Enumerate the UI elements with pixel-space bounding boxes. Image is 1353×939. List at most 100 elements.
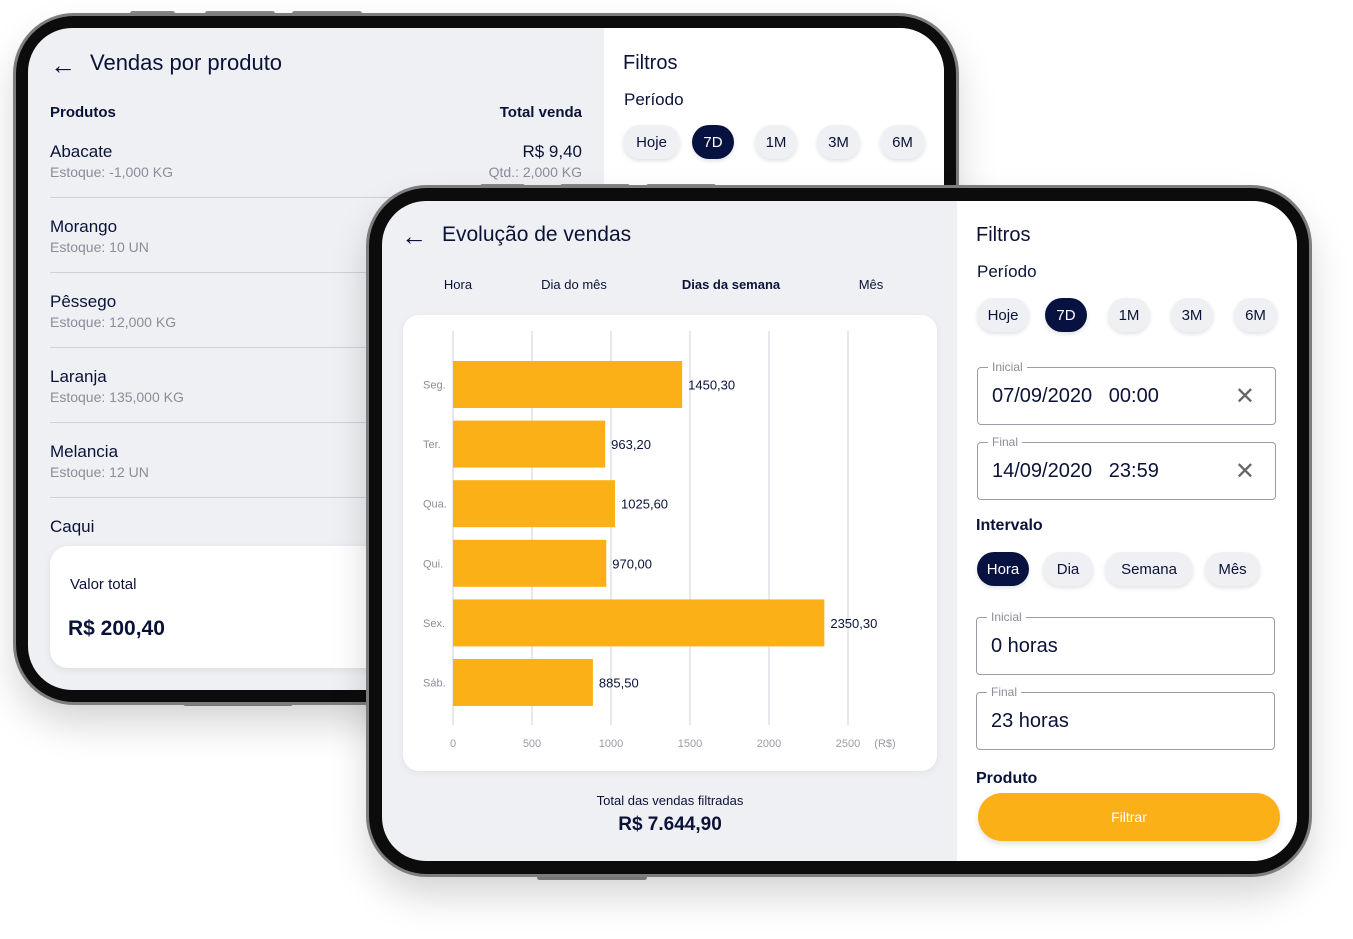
x-unit-label: (R$) xyxy=(874,738,895,750)
product-label: Produto xyxy=(976,770,1038,787)
y-tick-label: Sex. xyxy=(423,618,445,630)
period-pill-1m[interactable]: 1M xyxy=(755,125,797,159)
bar-seg xyxy=(453,361,683,408)
total-value: R$ 200,40 xyxy=(68,617,165,640)
product-name: Caqui xyxy=(50,517,95,536)
page-title: Vendas por produto xyxy=(90,50,283,75)
tab-mês[interactable]: Mês xyxy=(858,277,884,292)
product-name: Laranja xyxy=(50,367,107,386)
product-stock: Estoque: 12 UN xyxy=(50,464,149,480)
list-item[interactable]: Caqui xyxy=(50,517,582,577)
col-total: Total venda xyxy=(499,104,582,121)
list-item[interactable]: Abacate Estoque: -1,000 KG R$ 9,40 Qtd.: 2,… xyxy=(50,142,582,202)
clear-icon[interactable]: ✕ xyxy=(1234,458,1255,485)
bar-sáb xyxy=(453,659,593,706)
product-name: Morango xyxy=(50,217,118,236)
period-pill-6m[interactable]: 6M xyxy=(880,125,925,159)
period-pill-hoje[interactable]: Hoje xyxy=(977,298,1029,332)
period-pill-1m[interactable]: 1M xyxy=(1108,298,1150,332)
interval-pill-dia[interactable]: Dia xyxy=(1043,552,1093,586)
data-label: 885,50 xyxy=(599,676,639,691)
product-total: R$ 9,40 xyxy=(522,142,582,161)
period-pill-hoje[interactable]: Hoje xyxy=(623,125,680,159)
period-pill-3m[interactable]: 3M xyxy=(817,125,860,159)
divider xyxy=(50,347,582,348)
tab-dia-do-mês[interactable]: Dia do mês xyxy=(541,277,607,292)
tablet-button xyxy=(537,875,647,880)
x-tick-label: 1500 xyxy=(678,738,702,750)
period-pill-6m[interactable]: 6M xyxy=(1234,298,1277,332)
interval-end-value: 23 horas xyxy=(991,709,1069,732)
x-tick-label: 2500 xyxy=(836,738,860,750)
front-screen: ← Evolução de vendas Hora Dia do mês Dias … xyxy=(382,201,1297,861)
y-tick-label: Sáb. xyxy=(423,678,446,690)
interval-label: Intervalo xyxy=(976,517,1043,534)
tab-hora[interactable]: Hora xyxy=(443,277,473,292)
list-item[interactable]: Pêssego Estoque: 12,000 KG xyxy=(50,292,582,352)
back-arrow-icon[interactable]: ← xyxy=(50,50,76,80)
tablet-button xyxy=(130,11,175,16)
bar-sex xyxy=(453,599,825,647)
tablet-button xyxy=(560,184,630,189)
filters-title: Filtros xyxy=(623,52,678,74)
start-date-field[interactable]: Inicial 07/09/2020 00:00 ✕ xyxy=(977,360,1276,425)
data-label: 970,00 xyxy=(612,556,652,571)
period-pill-7d[interactable]: 7D xyxy=(692,125,734,159)
period-label: Período xyxy=(977,262,1037,281)
period-pill-7d[interactable]: 7D xyxy=(1045,298,1087,332)
filter-button[interactable]: Filtrar xyxy=(978,793,1280,841)
x-tick-label: 1000 xyxy=(599,738,623,750)
y-tick-label: Qua. xyxy=(423,499,447,511)
product-qty: Qtd.: 2,000 KG xyxy=(488,164,582,180)
bar-qui xyxy=(453,539,607,587)
list-item[interactable]: Melancia Estoque: 12 UN xyxy=(50,442,582,502)
x-tick-label: 2000 xyxy=(757,738,781,750)
product-name: Melancia xyxy=(50,442,119,461)
tablet-button xyxy=(183,701,293,706)
y-tick-label: Ter. xyxy=(423,439,441,451)
interval-start-value: 0 horas xyxy=(991,634,1058,657)
back-arrow-icon[interactable]: ← xyxy=(401,221,427,251)
tablet-button xyxy=(205,11,275,16)
period-label: Período xyxy=(624,90,684,109)
divider xyxy=(50,422,582,423)
interval-start-label: Inicial xyxy=(987,610,1026,624)
product-name: Abacate xyxy=(50,142,113,161)
filters-title: Filtros xyxy=(976,224,1031,246)
front-filters-panel: Filtros Período Hoje 7D 1M 3M 6M Inicial 07/… xyxy=(957,201,1297,861)
divider xyxy=(50,197,582,198)
interval-pill-hora[interactable]: Hora xyxy=(977,552,1029,586)
product-stock: Estoque: 10 UN xyxy=(50,239,149,255)
interval-pill-semana[interactable]: Semana xyxy=(1105,552,1193,586)
clear-icon[interactable]: ✕ xyxy=(1234,383,1255,410)
bar-chart: 0 500 1000 1500 2000 2500 (R$) Seg. 1450,30 Ter. 9… xyxy=(423,331,896,750)
y-tick-label: Seg. xyxy=(423,380,446,392)
bar-qua xyxy=(453,480,616,528)
period-pill-3m[interactable]: 3M xyxy=(1171,298,1213,332)
data-label: 1025,60 xyxy=(621,497,668,512)
start-date-label: Inicial xyxy=(988,360,1027,374)
divider xyxy=(50,272,582,273)
interval-end-field[interactable]: Final 23 horas xyxy=(976,685,1275,750)
front-tablet: ← Evolução de vendas Hora Dia do mês Dias … xyxy=(369,188,1309,874)
list-item[interactable]: Laranja Estoque: 135,000 KG xyxy=(50,367,582,427)
chart-card: 0 500 1000 1500 2000 2500 (R$) Seg. 1450,30 Ter. 9… xyxy=(403,315,937,771)
bar-ter xyxy=(453,420,606,468)
interval-start-field[interactable]: Inicial 0 horas xyxy=(976,610,1275,675)
divider xyxy=(50,497,582,498)
tab-dias-da-semana[interactable]: Dias da semana xyxy=(681,277,781,292)
end-date-field[interactable]: Final 14/09/2020 23:59 ✕ xyxy=(977,435,1276,500)
end-date-label: Final xyxy=(988,435,1023,449)
col-products: Produtos xyxy=(50,104,116,121)
interval-pill-mês[interactable]: Mês xyxy=(1205,552,1260,586)
x-tick-label: 500 xyxy=(523,738,541,750)
start-date-value: 07/09/2020 00:00 xyxy=(992,384,1159,407)
total-label: Total das vendas filtradas xyxy=(596,793,744,808)
list-item[interactable]: Morango Estoque: 10 UN xyxy=(50,217,582,277)
tablet-button xyxy=(292,11,362,16)
tablet-button xyxy=(646,184,716,189)
end-date-value: 14/09/2020 23:59 xyxy=(992,459,1159,482)
product-stock: Estoque: 135,000 KG xyxy=(50,389,184,405)
page-title: Evolução de vendas xyxy=(442,223,632,246)
product-name: Pêssego xyxy=(50,292,117,311)
